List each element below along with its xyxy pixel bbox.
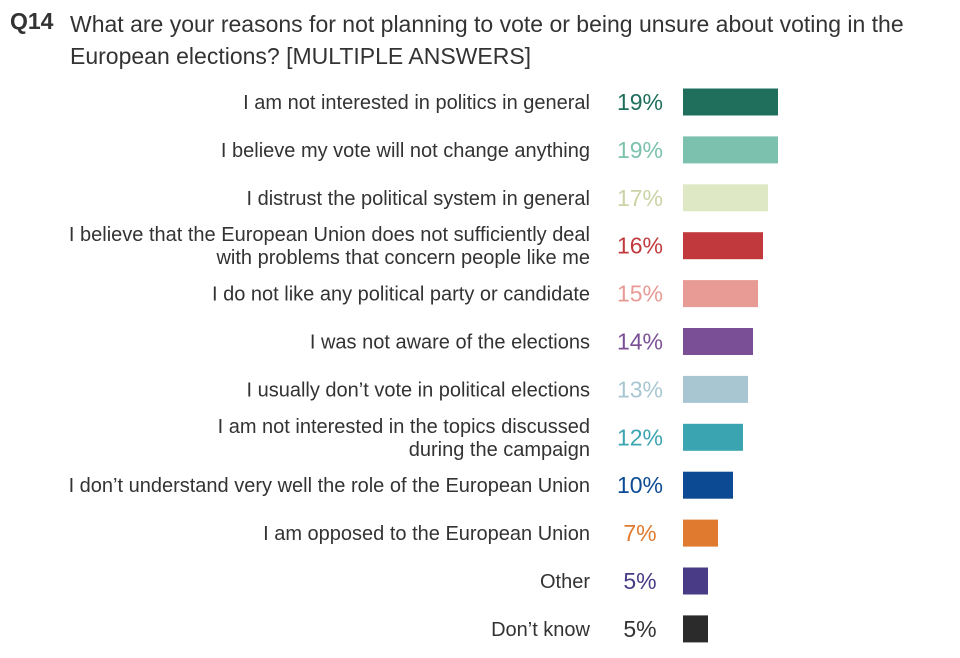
bar	[683, 328, 753, 355]
category-label: I am not interested in politics in gener…	[243, 92, 590, 114]
category-label: I am not interested in the topics discus…	[218, 416, 590, 461]
category-label: Don’t know	[491, 619, 590, 641]
category-label-line: I don’t understand very well the role of…	[69, 475, 590, 497]
category-label: I distrust the political system in gener…	[247, 188, 591, 210]
category-label: I do not like any political party or can…	[212, 284, 590, 306]
category-label-line: I do not like any political party or can…	[212, 284, 590, 306]
category-label: I don’t understand very well the role of…	[69, 475, 590, 497]
category-label-line: I believe my vote will not change anythi…	[221, 140, 590, 162]
value-label: 16%	[617, 233, 663, 259]
category-label-line: I am opposed to the European Union	[263, 523, 590, 545]
value-label: 5%	[623, 568, 656, 594]
question-text: What are your reasons for not planning t…	[70, 11, 904, 69]
bar	[683, 136, 778, 164]
bar	[683, 471, 733, 499]
bar	[683, 280, 758, 308]
category-label-line: I distrust the political system in gener…	[247, 188, 591, 210]
bar	[683, 232, 763, 260]
category-label: Other	[540, 571, 590, 593]
bar	[683, 519, 718, 547]
bar	[683, 375, 748, 403]
value-label: 19%	[617, 137, 663, 163]
category-label-line: with problems that concern people like m…	[215, 247, 590, 269]
value-label: 10%	[617, 472, 663, 498]
value-label: 5%	[623, 616, 656, 642]
category-label-line: Don’t know	[491, 619, 590, 641]
bar	[683, 184, 768, 212]
bar	[683, 615, 708, 643]
value-label: 15%	[617, 281, 663, 307]
value-label: 13%	[617, 376, 663, 402]
bar	[683, 567, 708, 595]
category-label-line: during the campaign	[409, 439, 590, 461]
value-label: 7%	[623, 520, 656, 546]
category-label-line: I am not interested in the topics discus…	[218, 416, 590, 438]
value-label: 14%	[617, 329, 663, 355]
bar	[683, 423, 743, 451]
value-label: 17%	[617, 185, 663, 211]
category-label-line: I was not aware of the elections	[310, 332, 590, 354]
category-label: I was not aware of the elections	[310, 332, 590, 354]
category-label-line: I usually don’t vote in political electi…	[246, 379, 590, 401]
category-label: I usually don’t vote in political electi…	[246, 379, 590, 401]
category-label-line: Other	[540, 571, 590, 593]
question-code: Q14	[10, 8, 54, 34]
category-label: I am opposed to the European Union	[263, 523, 590, 545]
value-label: 12%	[617, 424, 663, 450]
category-label-line: I am not interested in politics in gener…	[243, 92, 590, 114]
category-label: I believe that the European Union does n…	[69, 224, 590, 269]
category-label-line: I believe that the European Union does n…	[69, 224, 590, 246]
value-label: 19%	[617, 89, 663, 115]
category-label: I believe my vote will not change anythi…	[221, 140, 590, 162]
bar	[683, 88, 778, 116]
